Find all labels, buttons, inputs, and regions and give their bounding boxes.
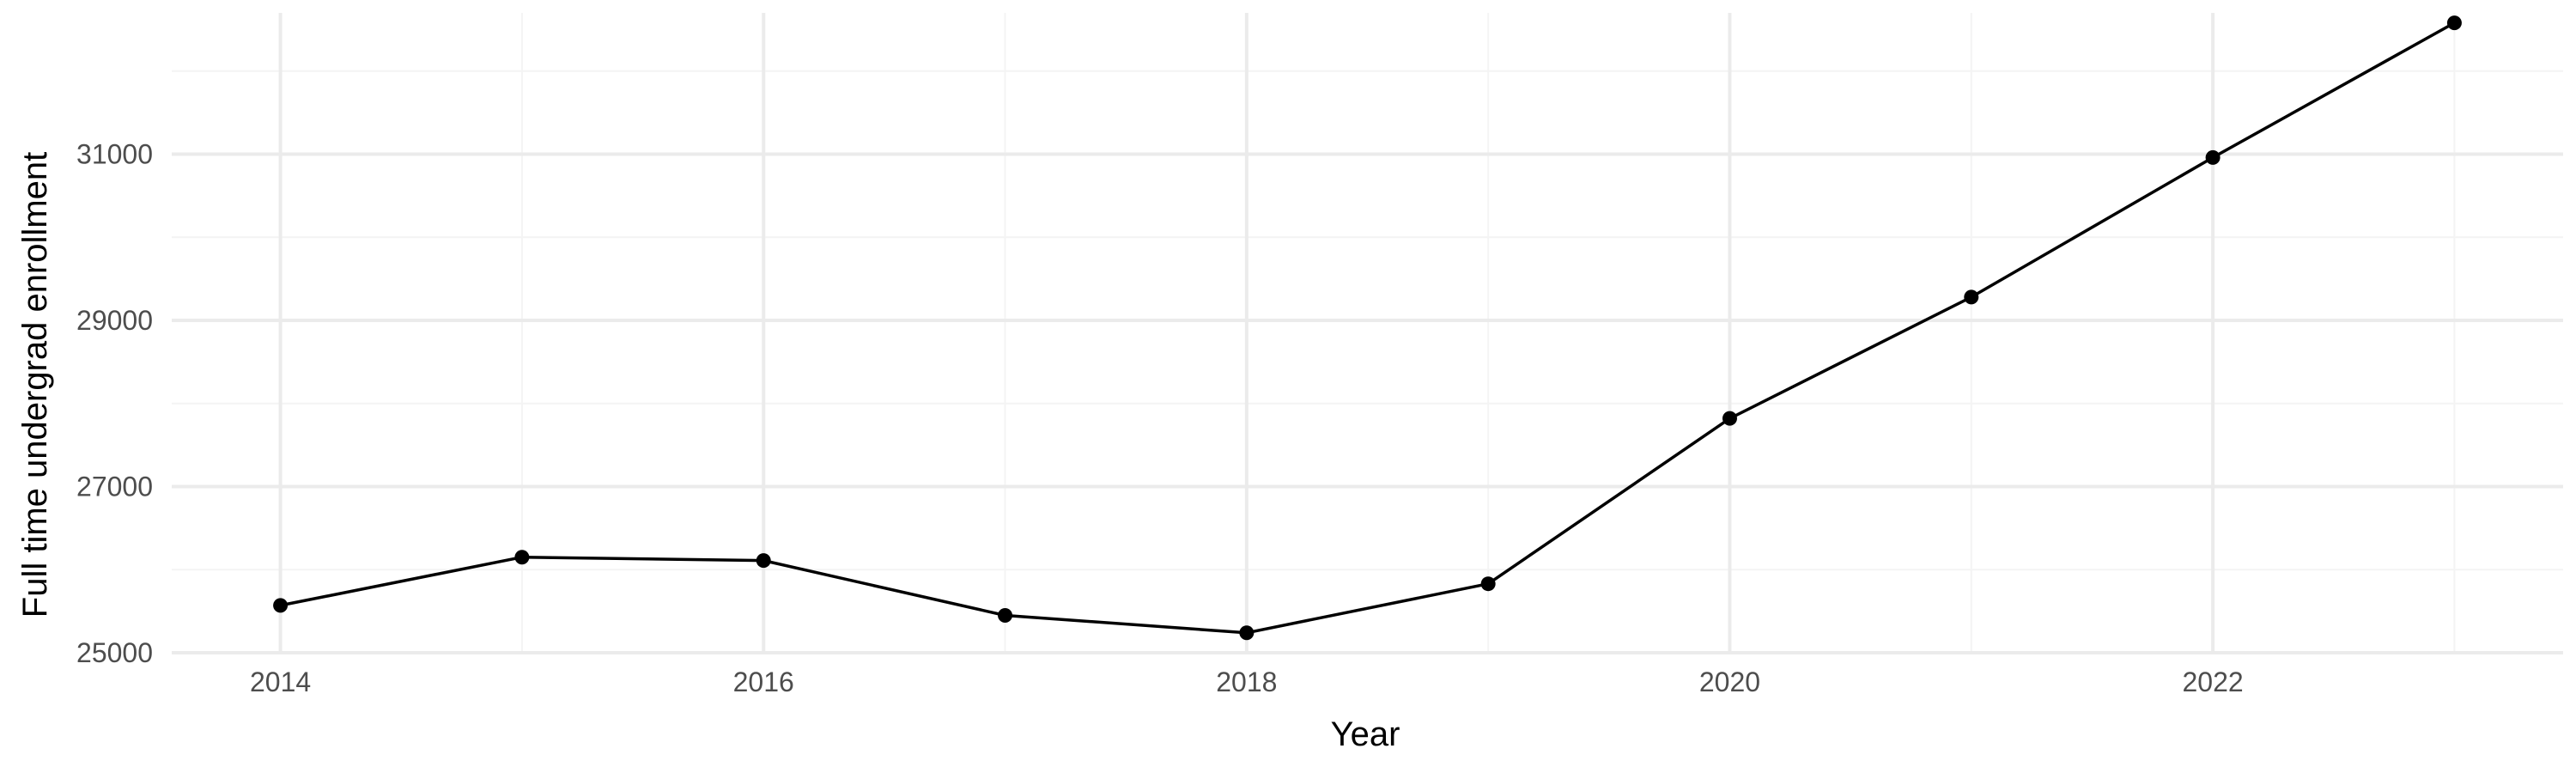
grid — [172, 13, 2563, 654]
x-axis-ticks: 2014 2016 2018 2020 2022 — [250, 666, 2244, 697]
y-axis-title: Full time undergrad enrollment — [16, 152, 54, 618]
y-tick-label: 27000 — [76, 471, 153, 502]
x-axis-title: Year — [1331, 715, 1400, 753]
x-tick-label: 2018 — [1216, 666, 1277, 697]
x-tick-label: 2022 — [2183, 666, 2244, 697]
data-point — [2446, 15, 2462, 31]
data-point — [273, 598, 289, 613]
y-tick-label: 25000 — [76, 637, 153, 668]
data-point — [2205, 149, 2221, 165]
x-tick-label: 2016 — [733, 666, 794, 697]
data-point — [514, 550, 530, 565]
data-point — [1480, 576, 1496, 592]
series-line-group — [280, 21, 2456, 635]
data-point — [1722, 411, 1737, 426]
data-point — [1239, 625, 1255, 641]
data-point — [998, 607, 1013, 623]
x-tick-label: 2020 — [1699, 666, 1760, 697]
y-tick-label: 29000 — [76, 305, 153, 336]
y-tick-label: 31000 — [76, 138, 153, 169]
data-point — [1964, 289, 1979, 305]
data-point — [756, 553, 771, 569]
y-axis-ticks: 25000 27000 29000 31000 — [76, 138, 153, 668]
series-points — [273, 15, 2462, 641]
x-tick-label: 2014 — [250, 666, 311, 697]
series-line — [280, 21, 2456, 635]
